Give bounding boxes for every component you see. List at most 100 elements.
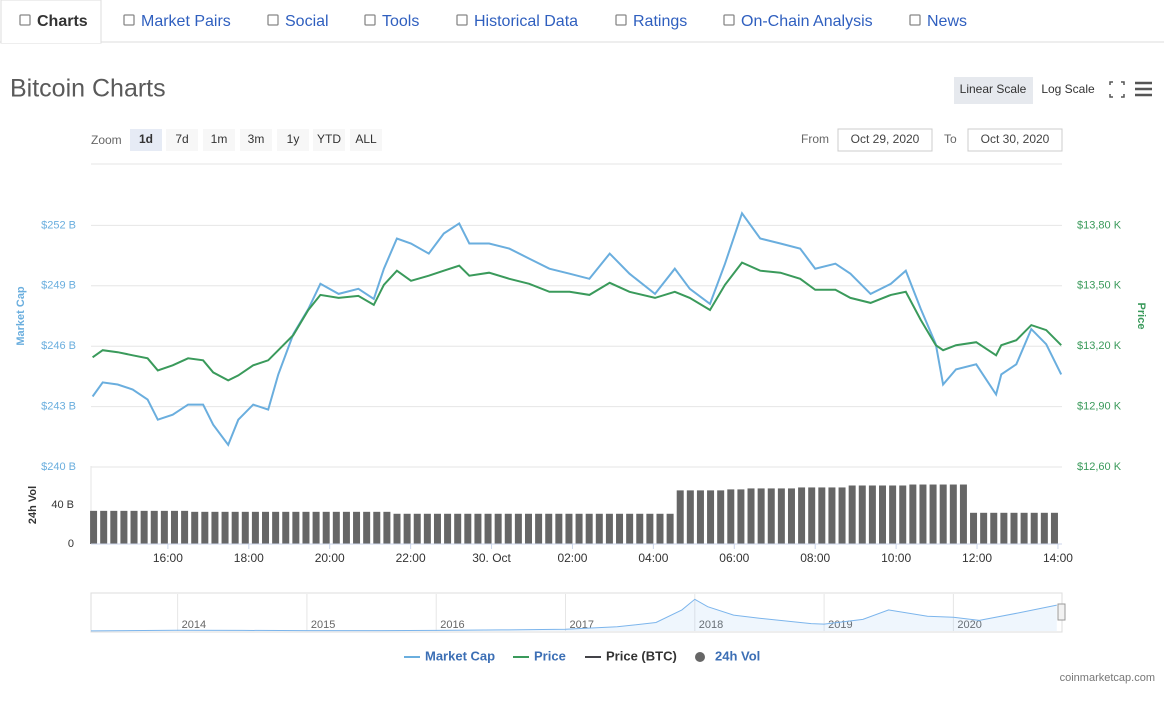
tab-icon <box>19 14 31 26</box>
x-tick-label: 14:00 <box>1043 551 1073 565</box>
zoom-button[interactable]: 1m <box>211 132 228 146</box>
zoom-button-bg[interactable] <box>166 129 198 151</box>
y2-tick-label: $12,90 K <box>1077 401 1122 413</box>
x-tick-label: 06:00 <box>719 551 749 565</box>
volume-bar <box>353 511 361 544</box>
volume-bar <box>1000 512 1008 544</box>
y2-tick-label: $13,50 K <box>1077 280 1122 292</box>
zoom-button-bg[interactable] <box>313 129 345 151</box>
tab[interactable]: Tools <box>382 13 419 30</box>
y2-axis-title: Price <box>1135 303 1147 330</box>
tab[interactable]: On-Chain Analysis <box>741 13 873 30</box>
volume-bar <box>676 490 684 544</box>
from-label: From <box>801 132 829 146</box>
volume-bar <box>191 511 199 544</box>
y-tick-label: $243 B <box>41 401 76 413</box>
volume-bar <box>899 485 907 544</box>
zoom-button-bg[interactable] <box>130 129 162 151</box>
zoom-button-bg[interactable] <box>350 129 382 151</box>
credit: coinmarketcap.com <box>1060 672 1155 684</box>
zoom-button-bg[interactable] <box>240 129 272 151</box>
volume-bar <box>201 511 209 544</box>
fullscreen-icon[interactable] <box>1109 81 1125 98</box>
volume-bar <box>818 487 826 544</box>
zoom-button[interactable]: 1d <box>139 132 153 146</box>
volume-bar <box>777 488 785 544</box>
zoom-button[interactable]: 1y <box>287 132 300 146</box>
legend-label[interactable]: 24h Vol <box>715 648 760 663</box>
volume-bar <box>302 511 310 544</box>
volume-bar <box>100 510 108 544</box>
tab[interactable]: Historical Data <box>474 13 578 30</box>
tab[interactable]: News <box>927 13 967 30</box>
volume-bar <box>150 510 158 544</box>
legend-label[interactable]: Market Cap <box>425 648 495 663</box>
legend-label[interactable]: Price <box>534 648 566 663</box>
navigator-tick-label: 2015 <box>311 619 335 631</box>
volume-bar <box>929 484 937 544</box>
y2-tick-label: $13,20 K <box>1077 340 1122 352</box>
volume-bar <box>959 484 967 544</box>
volume-bar <box>980 512 988 544</box>
tab-icon <box>123 14 135 26</box>
volume-bar <box>585 513 593 544</box>
volume-bar <box>423 513 431 544</box>
tab[interactable]: Social <box>285 13 329 30</box>
x-tick-label: 04:00 <box>638 551 668 565</box>
volume-bar <box>535 513 543 544</box>
volume-bar <box>626 513 634 544</box>
legend-label[interactable]: Price (BTC) <box>606 648 677 663</box>
tab[interactable]: Market Pairs <box>141 13 231 30</box>
from-input[interactable] <box>837 128 933 152</box>
volume-bar <box>272 511 280 544</box>
volume-bar <box>332 511 340 544</box>
volume-bar <box>251 511 259 544</box>
volume-bar <box>798 487 806 544</box>
y-tick-label: $252 B <box>41 219 76 231</box>
navigator-area <box>91 599 1057 631</box>
volume-bar <box>312 511 320 544</box>
tab-icon <box>723 14 735 26</box>
volume-bar <box>555 513 563 544</box>
tab[interactable]: Charts <box>37 13 88 30</box>
volume-bar <box>605 513 613 544</box>
volume-bar <box>241 511 249 544</box>
scale-button[interactable]: Log Scale <box>1041 82 1095 96</box>
scale-button[interactable]: Linear Scale <box>960 82 1027 96</box>
x-tick-label: 18:00 <box>234 551 264 565</box>
menu-icon[interactable] <box>1135 81 1152 97</box>
y2-tick-label: $13,80 K <box>1077 219 1122 231</box>
volume-bar <box>464 513 472 544</box>
volume-bar <box>858 485 866 544</box>
volume-bar <box>838 487 846 544</box>
x-tick-label: 30. Oct <box>472 551 511 565</box>
volume-bar <box>656 513 664 544</box>
tab[interactable]: Ratings <box>633 13 687 30</box>
volume-bar <box>444 513 452 544</box>
zoom-button-bg[interactable] <box>277 129 309 151</box>
navigator-handle[interactable] <box>1057 603 1066 621</box>
zoom-button[interactable]: ALL <box>355 132 377 146</box>
volume-bar <box>342 511 350 544</box>
y2-tick-label: $12,60 K <box>1077 461 1122 473</box>
volume-bar <box>545 513 553 544</box>
volume-bar <box>990 512 998 544</box>
y-axis-title: Market Cap <box>15 286 27 346</box>
y-tick-label: $249 B <box>41 280 76 292</box>
volume-bar <box>808 487 816 544</box>
zoom-button[interactable]: 7d <box>175 132 188 146</box>
volume-bar <box>909 484 917 544</box>
zoom-button[interactable]: 3m <box>248 132 265 146</box>
active-tab-box <box>0 0 102 44</box>
volume-bar <box>130 510 138 544</box>
line-series <box>91 211 1063 447</box>
volume-bar <box>514 513 522 544</box>
volume-bar <box>919 484 927 544</box>
volume-bar <box>868 485 876 544</box>
zoom-button[interactable]: YTD <box>317 132 341 146</box>
to-input[interactable] <box>967 128 1063 152</box>
zoom-button-bg[interactable] <box>203 129 235 151</box>
volume-bar <box>494 513 502 544</box>
volume-bar <box>666 513 674 544</box>
x-tick-label: 12:00 <box>962 551 992 565</box>
